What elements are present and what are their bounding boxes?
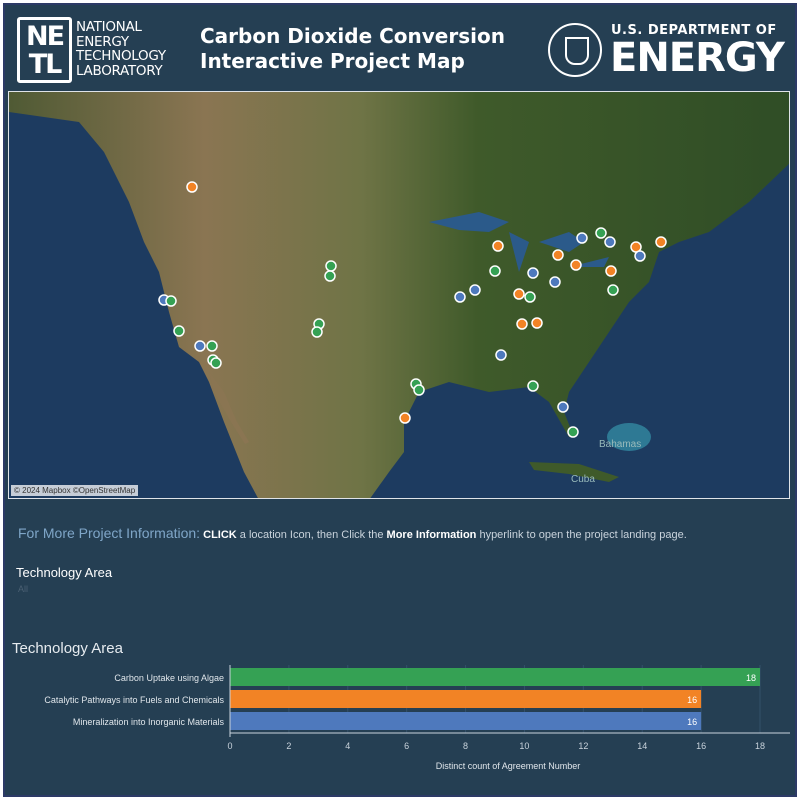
project-marker-catalytic[interactable] — [513, 288, 525, 300]
title-line-2: Interactive Project Map — [200, 49, 465, 73]
project-marker-algae[interactable] — [325, 260, 337, 272]
project-marker-algae[interactable] — [311, 326, 323, 338]
project-marker-algae[interactable] — [607, 284, 619, 296]
x-tick-label: 0 — [227, 741, 232, 751]
x-tick-label: 18 — [755, 741, 765, 751]
x-tick-label: 6 — [404, 741, 409, 751]
x-tick-label: 4 — [345, 741, 350, 751]
land-baja — [209, 372, 249, 444]
info-tail: hyperlink to open the project landing pa… — [476, 529, 687, 541]
project-marker-mineralization[interactable] — [604, 236, 616, 248]
netl-word: TECHNOLOGY — [76, 48, 166, 64]
netl-word: ENERGY — [76, 33, 129, 50]
project-marker-catalytic[interactable] — [531, 317, 543, 329]
project-marker-catalytic[interactable] — [516, 318, 528, 330]
project-marker-algae[interactable] — [206, 340, 218, 352]
title-line-1: Carbon Dioxide Conversion — [200, 24, 505, 48]
bahamas-shallows — [607, 423, 651, 451]
doe-logo-big: ENERGY — [610, 35, 785, 81]
project-marker-algae[interactable] — [489, 265, 501, 277]
project-marker-catalytic[interactable] — [492, 240, 504, 252]
x-axis-title: Distinct count of Agreement Number — [436, 761, 581, 771]
project-marker-algae[interactable] — [165, 295, 177, 307]
category-label: Carbon Uptake using Algae — [114, 673, 224, 683]
info-text: For More Project Information: CLICK a lo… — [18, 525, 687, 541]
info-click: CLICK — [203, 529, 237, 541]
x-tick-label: 10 — [519, 741, 529, 751]
map-label-bahamas: Bahamas — [599, 439, 641, 450]
bar[interactable] — [230, 690, 702, 708]
map-attribution[interactable]: © 2024 Mapbox ©OpenStreetMap — [11, 485, 139, 496]
project-marker-algae[interactable] — [324, 270, 336, 282]
netl-word: NATIONAL — [76, 19, 142, 35]
project-marker-mineralization[interactable] — [194, 340, 206, 352]
map-label-cuba: Cuba — [571, 474, 595, 485]
project-marker-algae[interactable] — [527, 380, 539, 392]
project-marker-mineralization[interactable] — [576, 232, 588, 244]
project-marker-catalytic[interactable] — [605, 265, 617, 277]
chart-title: Technology Area — [12, 640, 123, 657]
land-north-america — [9, 92, 789, 498]
category-label: Catalytic Pathways into Fuels and Chemic… — [44, 695, 224, 705]
technology-area-bar-chart: 0 2 4 6 8 10 12 14 16 18 Carbon Uptake using Algae… — [44, 665, 790, 771]
project-marker-mineralization[interactable] — [557, 401, 569, 413]
project-marker-algae[interactable] — [567, 426, 579, 438]
project-marker-mineralization[interactable] — [495, 349, 507, 361]
project-marker-catalytic[interactable] — [399, 412, 411, 424]
data-label: 16 — [687, 717, 697, 727]
data-label: 16 — [687, 695, 697, 705]
great-lakes — [429, 212, 609, 272]
x-tick-label: 16 — [696, 741, 706, 751]
project-marker-algae[interactable] — [173, 325, 185, 337]
project-marker-algae[interactable] — [210, 357, 222, 369]
info-more-information: More Information — [386, 529, 477, 541]
doe-logo[interactable]: U.S. DEPARTMENT OF ENERGY — [548, 21, 785, 81]
project-marker-catalytic[interactable] — [570, 259, 582, 271]
x-tick-label: 12 — [578, 741, 588, 751]
doe-logo-top: U.S. DEPARTMENT OF — [611, 23, 777, 38]
doe-seal-icon — [548, 23, 602, 77]
info-lead: For More Project Information: — [18, 525, 201, 541]
netl-logo[interactable]: NE TL NATIONAL ENERGY TECHNOLOGY LABORATO… — [17, 17, 187, 83]
technology-area-filter[interactable]: All — [18, 584, 29, 594]
project-marker-catalytic[interactable] — [655, 236, 667, 248]
project-marker-mineralization[interactable] — [454, 291, 466, 303]
project-marker-mineralization[interactable] — [469, 284, 481, 296]
bar[interactable] — [230, 668, 760, 686]
x-tick-label: 2 — [286, 741, 291, 751]
project-marker-mineralization[interactable] — [634, 250, 646, 262]
project-marker-catalytic[interactable] — [552, 249, 564, 261]
cuba — [529, 462, 619, 482]
project-marker-mineralization[interactable] — [549, 276, 561, 288]
x-tick-label: 14 — [637, 741, 647, 751]
project-map[interactable]: Bahamas Cuba © 2024 Mapbox ©OpenStreetMa… — [8, 91, 790, 499]
x-tick-label: 8 — [463, 741, 468, 751]
project-marker-mineralization[interactable] — [527, 267, 539, 279]
project-marker-algae[interactable] — [413, 384, 425, 396]
bar[interactable] — [230, 712, 702, 730]
project-marker-catalytic[interactable] — [186, 181, 198, 193]
data-label: 18 — [746, 673, 756, 683]
netl-monogram: NE TL — [17, 17, 72, 83]
project-marker-algae[interactable] — [524, 291, 536, 303]
page-title: Carbon Dioxide Conversion Interactive Pr… — [200, 24, 505, 74]
filter-title: Technology Area — [16, 565, 113, 580]
info-mid: a location Icon, then Click the — [236, 529, 387, 541]
netl-word: LABORATORY — [76, 62, 163, 79]
category-label: Mineralization into Inorganic Materials — [73, 717, 225, 727]
project-marker-algae[interactable] — [595, 227, 607, 239]
